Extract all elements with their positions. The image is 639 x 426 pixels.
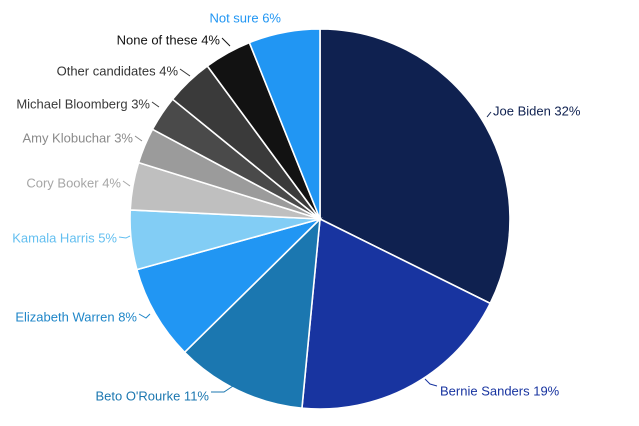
pie-slice-beto-o-rourke-11 bbox=[183, 216, 322, 410]
leader-line-none-of-these-4 bbox=[221, 37, 231, 47]
slice-label-joe-biden-32: Joe Biden 32% bbox=[493, 103, 581, 118]
slice-label-other-candidates-4: Other candidates 4% bbox=[57, 63, 179, 78]
pie-slices bbox=[129, 28, 511, 410]
slice-labels: Joe Biden 32% Bernie Sanders 19% Beto O'Ro… bbox=[12, 10, 581, 403]
pie-slice-not-sure-6 bbox=[248, 28, 321, 220]
leader-line-bernie-sanders-19 bbox=[424, 378, 438, 387]
leader-line-cory-booker-4 bbox=[122, 180, 131, 187]
pie-slice-elizabeth-warren-8 bbox=[135, 217, 323, 354]
leader-line-michael-bloomberg-3 bbox=[151, 101, 160, 108]
leader-line-elizabeth-warren-8 bbox=[138, 313, 151, 319]
leader-line-kamala-harris-5 bbox=[118, 235, 131, 239]
slice-label-kamala-harris-5: Kamala Harris 5% bbox=[12, 230, 117, 245]
pie-slice-bernie-sanders-19 bbox=[301, 217, 492, 410]
leader-lines bbox=[118, 37, 492, 393]
slice-label-not-sure-6: Not sure 6% bbox=[209, 10, 281, 25]
leader-line-joe-biden-32 bbox=[486, 111, 492, 118]
slice-label-michael-bloomberg-3: Michael Bloomberg 3% bbox=[16, 96, 150, 111]
slice-label-elizabeth-warren-8: Elizabeth Warren 8% bbox=[15, 309, 137, 324]
slice-label-cory-booker-4: Cory Booker 4% bbox=[26, 175, 121, 190]
slice-label-amy-klobuchar-3: Amy Klobuchar 3% bbox=[22, 130, 133, 145]
pie-slice-joe-biden-32 bbox=[319, 28, 511, 305]
leader-line-other-candidates-4 bbox=[179, 68, 191, 77]
slice-label-none-of-these-4: None of these 4% bbox=[117, 32, 221, 47]
slice-label-bernie-sanders-19: Bernie Sanders 19% bbox=[440, 383, 560, 398]
slice-label-beto-o-rourke-11: Beto O'Rourke 11% bbox=[95, 388, 209, 403]
leader-line-beto-o-rourke-11 bbox=[211, 385, 234, 393]
leader-line-amy-klobuchar-3 bbox=[134, 135, 143, 142]
